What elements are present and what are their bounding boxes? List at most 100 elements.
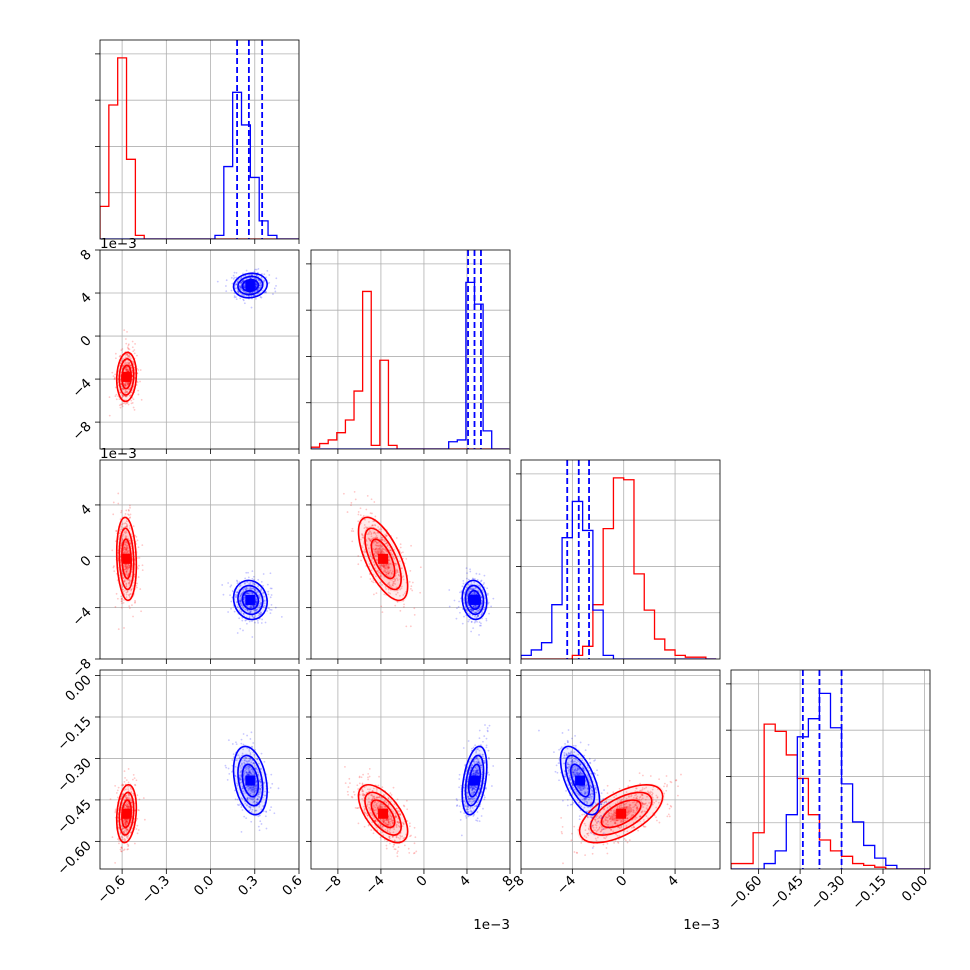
scatter-point [124, 402, 127, 405]
scatter-point [251, 746, 254, 748]
scatter-point [364, 812, 366, 814]
scatter-point [240, 286, 243, 289]
scatter-point [362, 515, 365, 517]
scatter-point [252, 578, 255, 581]
scatter-point [242, 743, 245, 746]
scatter-point [126, 546, 129, 549]
scatter-point [240, 781, 243, 784]
scatter-point [371, 512, 373, 515]
scatter-point [126, 822, 129, 824]
scatter-point [474, 606, 477, 609]
scatter-point [233, 296, 236, 299]
scatter-point [388, 572, 390, 575]
contour-line [241, 763, 260, 798]
scatter-point [258, 612, 261, 615]
scatter-point [241, 752, 244, 755]
scatter-point [260, 580, 263, 583]
scatter-point [124, 382, 127, 385]
scatter-point [366, 533, 369, 536]
scatter-point [380, 528, 383, 531]
scatter-point [121, 847, 123, 849]
scatter-point [259, 781, 262, 783]
scatter-point [121, 394, 124, 397]
scatter-point [467, 592, 469, 595]
scatter-point [126, 829, 129, 832]
scatter-point [358, 806, 360, 809]
scatter-point [466, 601, 469, 603]
scatter-point [255, 597, 258, 600]
scatter-point [242, 629, 244, 632]
scatter-point [240, 770, 243, 772]
scatter-point [256, 289, 259, 291]
scatter-point [255, 601, 257, 604]
scatter-point [239, 627, 242, 630]
contour-line [241, 278, 260, 293]
scatter-point [239, 281, 242, 284]
scatter-point [128, 593, 130, 596]
scatter-point [251, 798, 254, 801]
scatter-point [399, 543, 402, 546]
scatter-point [374, 819, 376, 822]
scatter-point [125, 569, 128, 572]
scatter-point [252, 785, 255, 788]
scatter-point [125, 584, 128, 587]
scatter-point [463, 592, 466, 594]
scatter-point [367, 797, 370, 800]
scatter-point [125, 567, 128, 569]
scatter-point [246, 734, 249, 737]
x-tick-label: −0.3 [139, 873, 173, 907]
scatter-point [132, 386, 135, 388]
scatter-point [246, 798, 249, 801]
scatter-point [128, 566, 130, 569]
y-tick-label: −8 [69, 419, 94, 444]
scatter-point [480, 596, 483, 599]
scatter-point [235, 298, 238, 300]
scatter-point [263, 599, 265, 602]
scatter-point [254, 589, 257, 592]
scatter-point [469, 588, 471, 591]
scatter-point [125, 522, 128, 525]
scatter-point [264, 815, 267, 818]
scatter-point [127, 818, 130, 821]
scatter-point [124, 804, 127, 807]
scatter-point [362, 536, 365, 539]
scatter-point [472, 588, 475, 590]
scatter-point [236, 290, 239, 293]
scatter-point [247, 592, 250, 595]
scatter-point [361, 536, 364, 539]
scatter-point [374, 536, 377, 539]
scatter-point [127, 567, 130, 570]
scatter-point [394, 815, 397, 818]
scatter-point [124, 546, 127, 549]
scatter-point [255, 282, 257, 285]
scatter-point [247, 274, 250, 276]
scatter-point [255, 598, 258, 601]
scatter-point [124, 541, 127, 544]
scatter-point [480, 613, 483, 616]
scatter-point [458, 778, 461, 780]
scatter-point [269, 809, 271, 812]
scatter-point [263, 279, 266, 282]
scatter-point [467, 620, 470, 623]
scatter-point [384, 586, 387, 588]
scatter-point [118, 404, 121, 407]
scatter-point [248, 616, 251, 619]
scatter-point [372, 520, 375, 523]
scatter-point [238, 599, 241, 602]
scatter-point [385, 534, 388, 537]
scatter-point [375, 575, 377, 578]
scatter-point [470, 583, 473, 586]
scatter-point [125, 366, 128, 369]
scatter-point [357, 563, 360, 566]
scatter-point [250, 786, 253, 789]
scatter-point [130, 799, 133, 802]
scatter-point [410, 585, 413, 588]
scatter-point [381, 786, 384, 789]
scatter-point [255, 298, 257, 300]
scatter-point [243, 597, 246, 599]
panel-frame [99, 249, 300, 450]
scatter-point [388, 583, 391, 586]
scatter-point [411, 589, 414, 592]
scatter-point [141, 569, 144, 572]
scatter-point [361, 790, 364, 793]
